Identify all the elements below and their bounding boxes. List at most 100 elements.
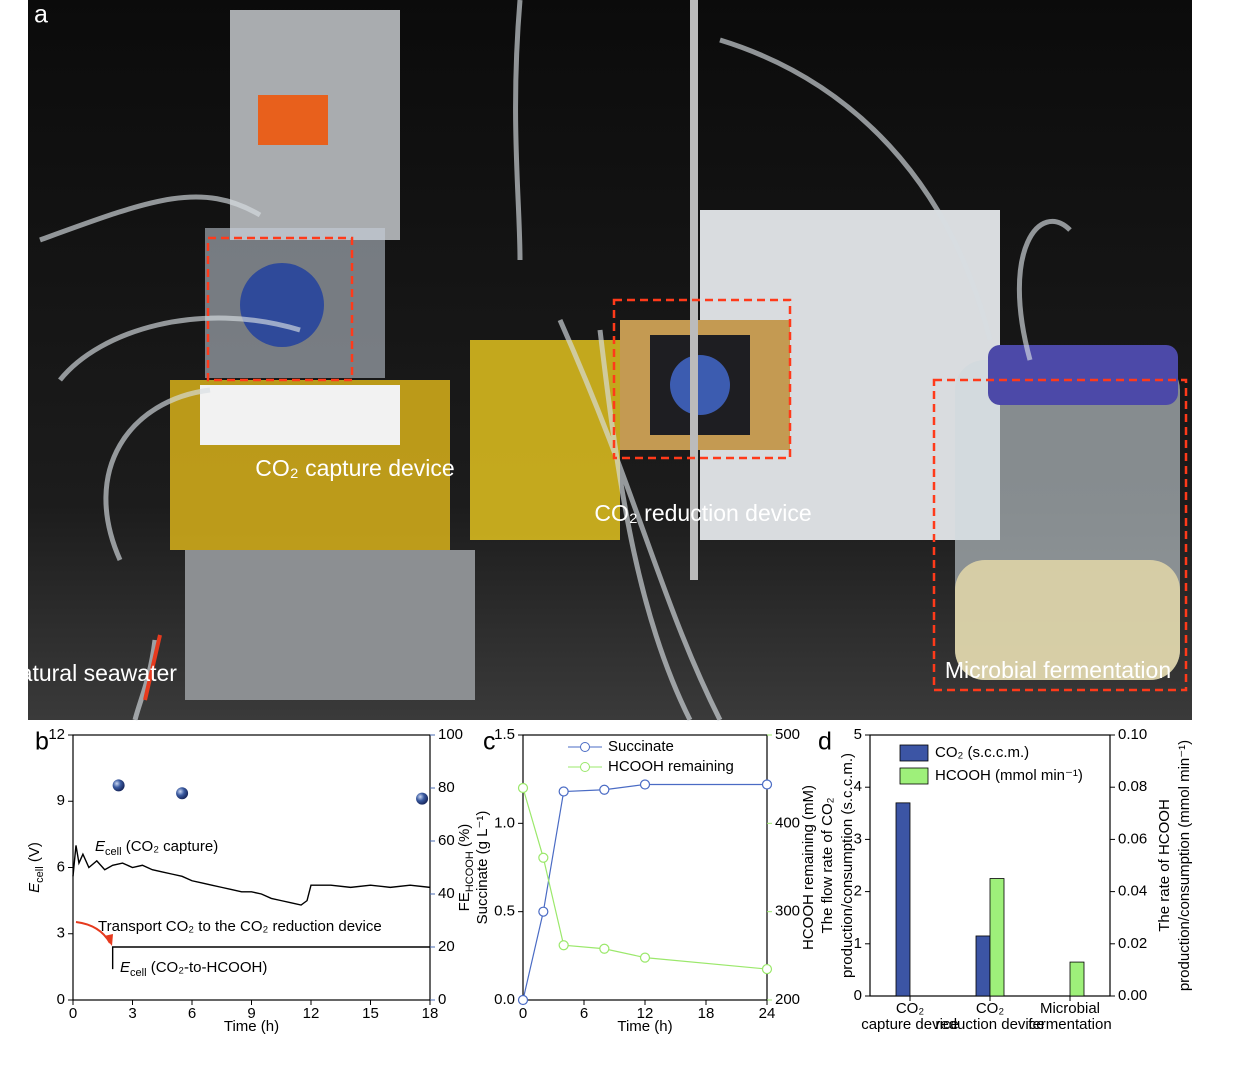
base-plate: [185, 550, 475, 700]
x-tick-label: 9: [247, 1005, 255, 1022]
x-tick-label: 15: [362, 1005, 379, 1022]
x-tick-label: 0: [519, 1005, 527, 1022]
y-tick-label: 0.5: [494, 903, 515, 920]
legend-marker: [580, 762, 590, 772]
y-tick-label: 5: [854, 726, 862, 743]
data-line: [522, 783, 767, 1001]
text-part: (CO₂-to-HCOOH): [147, 959, 268, 976]
y-tick-label: 0: [57, 991, 65, 1008]
y-axis-label: Succinate (g L⁻¹): [474, 811, 491, 925]
y-tick-label: 2: [854, 883, 862, 900]
data-line: [72, 845, 431, 906]
seawater-arrow: [143, 634, 162, 701]
text-part: E: [95, 838, 106, 855]
y2-tick-label: 0.02: [1118, 935, 1147, 952]
jar-lid: [988, 345, 1178, 405]
x-tick-label: capture device: [861, 1016, 959, 1033]
y-axis-label: HCOOH remaining (mM): [800, 785, 817, 950]
y2-tick-label: 0.06: [1118, 830, 1147, 847]
text-part: (V): [26, 842, 43, 866]
data-point: [639, 779, 651, 790]
photo-label: Microbial fermentation: [945, 657, 1171, 683]
y-tick-label: 6: [57, 858, 65, 875]
text-part: cell: [130, 967, 147, 979]
annotation: Transport CO₂ to the CO₂ reduction devic…: [98, 918, 382, 935]
data-point: [112, 779, 125, 792]
text-part: cell: [34, 866, 46, 883]
highlight-box: [932, 378, 1188, 692]
photo-label: CO₂ reduction device: [594, 500, 811, 526]
x-tick-label: 24: [759, 1005, 776, 1022]
highlight-box: [612, 298, 792, 460]
counter: [258, 95, 328, 145]
data-point: [176, 787, 189, 800]
panel-label: b: [35, 728, 49, 756]
annotation: Ecell (CO₂ capture): [95, 838, 218, 858]
y-tick-label: 0: [854, 987, 862, 1004]
bar: [1069, 961, 1085, 997]
x-tick-label: 3: [128, 1005, 136, 1022]
photo-label: CO₂ capture device: [255, 455, 454, 481]
data-point: [639, 952, 651, 963]
yellow-tank: [470, 340, 620, 540]
y2-tick-label: 100: [438, 726, 463, 743]
text-part: HCOOH: [464, 851, 476, 892]
panel-label: a: [34, 1, 48, 29]
block: [200, 385, 400, 445]
data-point: [599, 784, 610, 795]
y-tick-label: 3: [854, 830, 862, 847]
data-point: [538, 852, 549, 863]
text-part: FE: [456, 892, 473, 911]
text-part: (CO₂ capture): [122, 838, 219, 855]
y-tick-label: 9: [57, 792, 65, 809]
x-tick-label: 6: [188, 1005, 196, 1022]
text-part: E: [26, 882, 43, 893]
data-point: [558, 786, 569, 797]
data-point: [761, 779, 773, 790]
bar: [975, 935, 991, 997]
y-axis-label: Ecell (V): [26, 842, 46, 893]
data-point: [517, 782, 529, 794]
legend-swatch: [899, 767, 929, 785]
y-tick-label: 12: [48, 726, 65, 743]
y2-tick-label: 20: [438, 938, 455, 955]
x-tick-label: CO₂: [976, 1000, 1005, 1017]
y2-tick-label: 200: [775, 991, 800, 1008]
broth: [955, 560, 1180, 680]
y2-tick-label: 60: [438, 832, 455, 849]
y2-tick-label: 0.08: [1118, 778, 1147, 795]
legend-label: CO₂ (s.c.c.m.): [935, 744, 1029, 761]
highlight-box: [206, 236, 354, 382]
x-tick-label: 6: [580, 1005, 588, 1022]
y2-tick-label: 500: [775, 726, 800, 743]
y2-tick-label: 0.10: [1118, 726, 1147, 743]
data-line: [111, 946, 430, 970]
y-axis-label: production/consumption (s.c.c.m.): [839, 753, 856, 978]
panel-label: c: [483, 728, 496, 756]
x-axis-label: Time (h): [224, 1018, 279, 1035]
x-tick-label: 12: [637, 1005, 654, 1022]
legend-swatch: [899, 744, 929, 762]
text-part: E: [120, 959, 131, 976]
x-tick-label: CO₂: [896, 1000, 925, 1017]
y-tick-label: 4: [854, 778, 862, 795]
y-tick-label: 1: [854, 935, 862, 952]
x-tick-label: 0: [69, 1005, 77, 1022]
x-tick-label: fermentation: [1028, 1016, 1111, 1033]
y2-tick-label: 0.04: [1118, 883, 1147, 900]
data-point: [538, 906, 549, 917]
cell-logo: [670, 355, 730, 415]
y-axis-label: The flow rate of CO₂: [819, 797, 836, 933]
x-tick-label: reduction device: [935, 1016, 1044, 1033]
legend-label: Succinate: [608, 738, 674, 755]
y2-tick-label: 40: [438, 885, 455, 902]
text-part: cell: [105, 846, 122, 858]
y-tick-label: 0.0: [494, 991, 515, 1008]
legend-label: HCOOH remaining: [608, 758, 734, 775]
x-tick-label: Microbial: [1040, 1000, 1100, 1017]
bar: [989, 878, 1005, 997]
text-part: Transport CO₂ to the CO₂ reduction devic…: [98, 918, 382, 935]
data-point: [517, 994, 529, 1006]
y2-tick-label: 0: [438, 991, 446, 1008]
